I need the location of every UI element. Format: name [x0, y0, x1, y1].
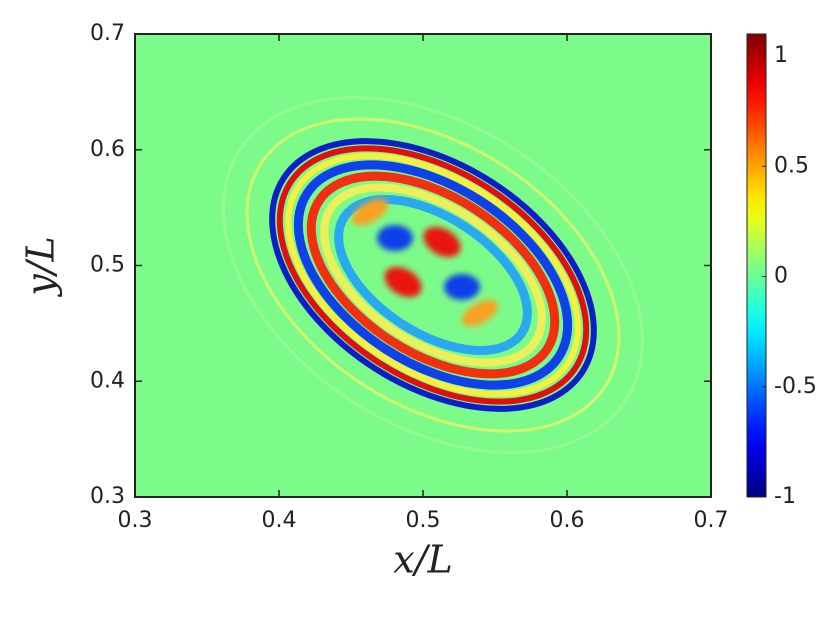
colorbar-tick-label: 0.5	[774, 153, 809, 178]
colorbar-tick-label: -1	[774, 484, 796, 509]
x-tick-label: 0.7	[694, 508, 729, 533]
y-tick-label: 0.7	[90, 21, 125, 46]
y-axis-label: y/L	[19, 236, 63, 298]
x-tick-label: 0.5	[406, 508, 441, 533]
plot-background	[135, 34, 711, 497]
y-tick-label: 0.6	[90, 137, 125, 162]
x-tick-label: 0.4	[262, 508, 297, 533]
colorbar-tick-label: -0.5	[774, 374, 817, 399]
x-tick-label: 0.6	[550, 508, 585, 533]
colorbar	[746, 33, 767, 498]
y-tick-label: 0.3	[90, 484, 125, 509]
field-pattern	[222, 95, 644, 455]
y-tick-label: 0.5	[90, 253, 125, 278]
x-tick-label: 0.3	[118, 508, 153, 533]
colorbar-tick-label: 1	[774, 43, 788, 68]
x-axis-label: x/L	[393, 538, 452, 582]
y-tick-label: 0.4	[90, 368, 125, 393]
colorbar-tick-label: 0	[774, 264, 788, 289]
